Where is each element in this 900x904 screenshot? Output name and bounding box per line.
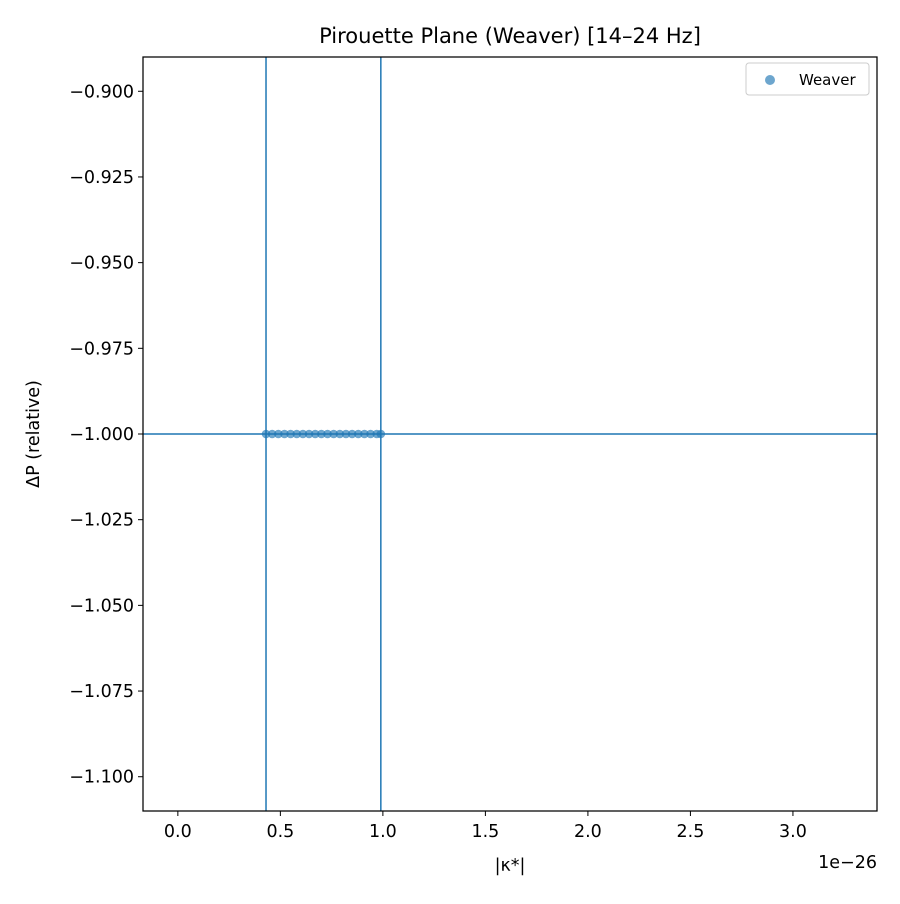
data-point <box>323 429 332 439</box>
x-tick-label: 0.0 <box>164 822 192 842</box>
y-axis-ticks: −0.900 −0.925 −0.950 −0.975 −1.000 −1.025 −1.0… <box>69 82 143 788</box>
data-point <box>366 429 375 439</box>
data-point <box>267 429 277 439</box>
x-axis-offset-text: 1e−26 <box>818 853 877 873</box>
y-tick-label: −1.025 <box>69 511 134 531</box>
data-point <box>329 429 338 439</box>
data-point <box>274 429 283 439</box>
data-point <box>341 429 351 439</box>
data-points <box>261 429 386 439</box>
data-point <box>317 429 326 439</box>
x-tick-label: 2.5 <box>677 822 705 842</box>
legend: Weaver <box>745 62 870 96</box>
legend-marker <box>765 75 775 85</box>
data-point <box>292 429 302 439</box>
data-point <box>280 429 289 439</box>
x-axis-label: |κ*| <box>495 856 526 876</box>
data-point <box>347 429 357 439</box>
x-tick-label: 1.5 <box>471 822 499 842</box>
legend-box <box>745 62 870 96</box>
x-axis-ticks: 0.0 0.5 1.0 1.5 2.0 2.5 3.0 <box>164 811 807 842</box>
y-tick-label: −1.100 <box>69 768 134 788</box>
y-tick-label: −1.000 <box>69 425 134 445</box>
legend-label: Weaver <box>799 71 856 89</box>
y-axis-label: ΔP (relative) <box>24 380 44 488</box>
y-tick-label: −1.050 <box>69 596 134 616</box>
y-tick-label: −0.900 <box>69 82 134 102</box>
data-point <box>360 429 369 439</box>
data-point <box>261 429 271 439</box>
data-point <box>335 429 345 439</box>
data-point <box>304 429 314 439</box>
x-tick-label: 2.0 <box>574 822 602 842</box>
data-point <box>310 429 320 439</box>
x-tick-label: 0.5 <box>266 822 294 842</box>
x-tick-label: 3.0 <box>779 822 807 842</box>
data-point <box>376 429 386 439</box>
data-point <box>353 429 363 439</box>
y-tick-label: −0.950 <box>69 254 134 274</box>
y-tick-label: −0.925 <box>69 168 134 188</box>
data-point <box>286 429 295 439</box>
y-tick-label: −0.975 <box>69 339 134 359</box>
x-tick-label: 1.0 <box>369 822 397 842</box>
y-tick-label: −1.075 <box>69 682 134 702</box>
data-point <box>298 429 308 439</box>
chart-title: Pirouette Plane (Weaver) [14–24 Hz] <box>319 24 701 48</box>
